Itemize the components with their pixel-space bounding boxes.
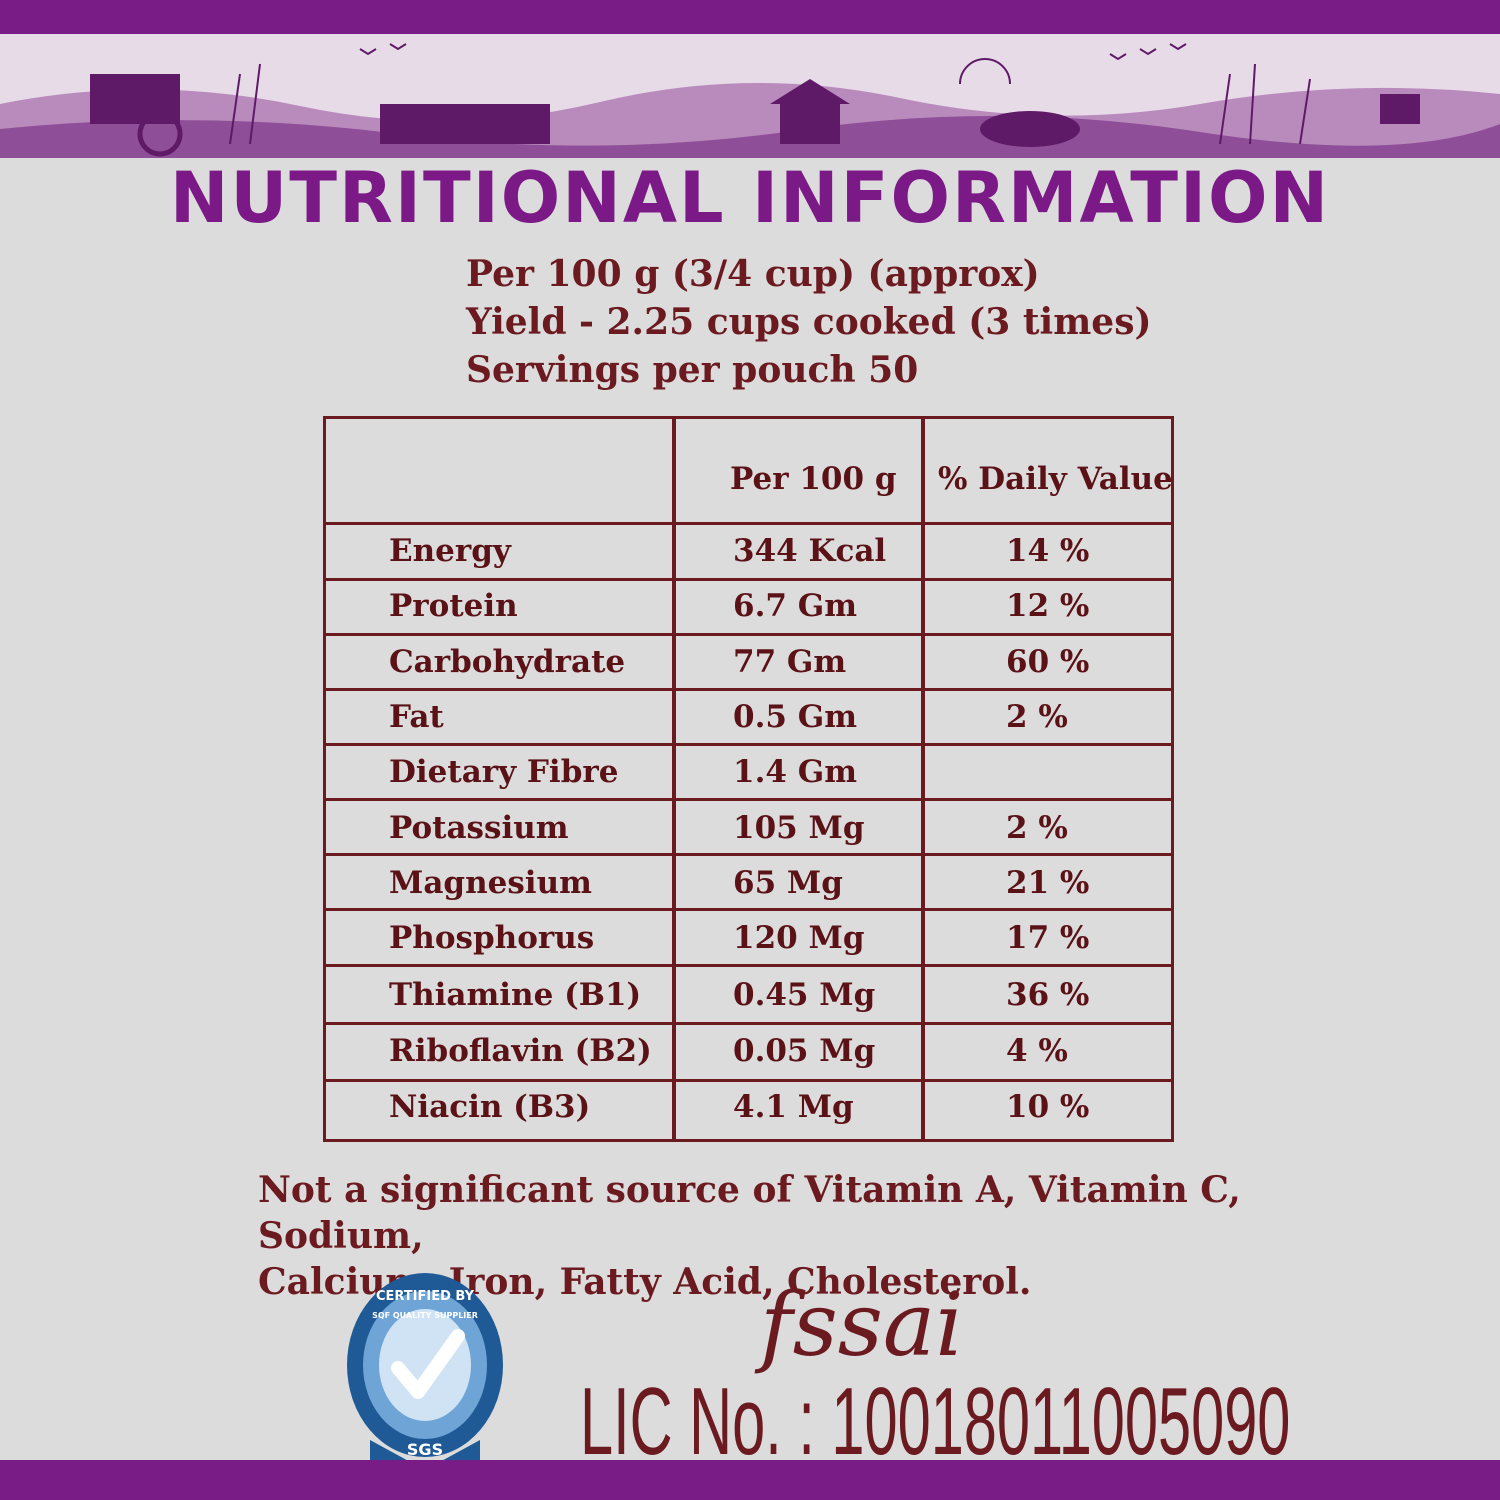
nutrient-amount: 6.7 Gm [733, 588, 857, 624]
sgs-brand-text: SGS [407, 1440, 443, 1459]
nutrition-table: Per 100 g % Daily Value Energy 344 Kcal … [323, 416, 1174, 1142]
nutrient-amount: 1.4 Gm [733, 754, 857, 790]
nutrient-amount: 105 Mg [733, 810, 865, 846]
servings-per-pouch-line: Servings per pouch 50 [466, 349, 919, 391]
farm-scene-banner [0, 34, 1500, 158]
nutrient-name: Potassium [389, 810, 569, 846]
page-title: NUTRITIONAL INFORMATION [169, 157, 1331, 239]
nutrient-daily-value: 17 % [1006, 920, 1090, 956]
row-divider [326, 522, 1171, 525]
license-number: LIC No. : 10018011005090 [580, 1368, 1291, 1475]
nutrient-name: Magnesium [389, 865, 592, 901]
row-divider [326, 743, 1171, 746]
sgs-certification-seal: SGS 10016 CERTIFIED BY SQF QUALITY SUPPL… [347, 1273, 503, 1486]
nutrient-name: Fat [389, 699, 444, 735]
nutrient-daily-value: 60 % [1006, 644, 1090, 680]
nutrient-daily-value: 10 % [1006, 1089, 1090, 1125]
column-divider [672, 419, 676, 1139]
serving-size-line: Per 100 g (3/4 cup) (approx) [466, 253, 1040, 295]
row-divider [326, 688, 1171, 691]
nutrient-name: Protein [389, 588, 518, 624]
top-bar [0, 0, 1500, 34]
nutrient-name: Energy [389, 533, 511, 569]
yield-line: Yield - 2.25 cups cooked (3 times) [466, 301, 1152, 343]
column-header-per-100g: Per 100 g [730, 461, 897, 497]
row-divider [326, 964, 1171, 967]
nutrient-daily-value: 2 % [1006, 810, 1068, 846]
nutrient-amount: 120 Mg [733, 920, 865, 956]
row-divider [326, 1079, 1171, 1082]
fssai-logo-text: fssai [760, 1273, 964, 1376]
bottom-bar [0, 1460, 1500, 1500]
nutrient-amount: 344 Kcal [733, 533, 887, 569]
row-divider [326, 1022, 1171, 1025]
nutrient-name: Carbohydrate [389, 644, 626, 680]
disclaimer-line-1: Not a significant source of Vitamin A, V… [258, 1169, 1241, 1257]
row-divider [326, 853, 1171, 856]
nutrient-name: Riboflavin (B2) [389, 1033, 652, 1069]
nutrient-name: Dietary Fibre [389, 754, 619, 790]
row-divider [326, 798, 1171, 801]
nutrient-name: Thiamine (B1) [389, 977, 642, 1013]
nutrient-daily-value: 2 % [1006, 699, 1068, 735]
row-divider [326, 633, 1171, 636]
nutrient-amount: 4.1 Mg [733, 1089, 854, 1125]
nutrient-name: Phosphorus [389, 920, 595, 956]
row-divider [326, 578, 1171, 581]
nutrient-daily-value: 21 % [1006, 865, 1090, 901]
nutrient-daily-value: 14 % [1006, 533, 1090, 569]
sgs-top-text: CERTIFIED BY [376, 1289, 475, 1304]
column-header-daily-value: % Daily Value [938, 461, 1173, 497]
sgs-inner-text: SQF QUALITY SUPPLIER [372, 1311, 478, 1320]
nutrient-amount: 0.45 Mg [733, 977, 876, 1013]
nutrient-name: Niacin (B3) [389, 1089, 591, 1125]
nutrient-amount: 0.5 Gm [733, 699, 857, 735]
disclaimer-note: Not a significant source of Vitamin A, V… [258, 1167, 1358, 1305]
column-divider [921, 419, 925, 1139]
nutrient-daily-value: 36 % [1006, 977, 1090, 1013]
nutrient-daily-value: 4 % [1006, 1033, 1068, 1069]
nutrient-amount: 0.05 Mg [733, 1033, 876, 1069]
nutrient-daily-value: 12 % [1006, 588, 1090, 624]
row-divider [326, 908, 1171, 911]
nutrient-amount: 77 Gm [733, 644, 847, 680]
nutrient-amount: 65 Mg [733, 865, 843, 901]
